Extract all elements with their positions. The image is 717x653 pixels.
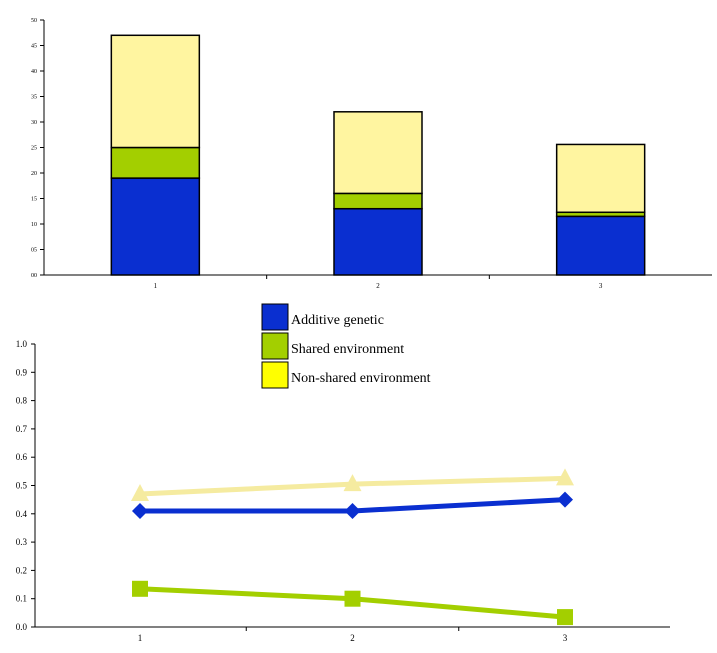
line-y-tick-label: 0.1: [16, 594, 27, 604]
legend-label-additive-genetic: Additive genetic: [291, 313, 384, 328]
bar-y-tick-label: 40: [31, 69, 37, 75]
marker-non-shared-environment-2: [343, 474, 362, 492]
bar-y-tick-label: 00: [31, 273, 37, 279]
legend: Additive genetic Shared environment Non-…: [261, 303, 431, 389]
line-y-tick-label: 0.5: [16, 481, 28, 491]
marker-shared-environment-1: [132, 580, 148, 597]
marker-non-shared-environment-1: [131, 483, 149, 501]
line-y-tick-label: 0.7: [16, 424, 28, 434]
line-y-tick-label: 0.0: [16, 622, 28, 632]
marker-additive-genetic-3: [557, 491, 573, 508]
line-x-tick-label: 1: [138, 633, 143, 643]
line-y-tick-label: 0.3: [16, 537, 28, 547]
line-y-tick-label: 0.9: [16, 367, 28, 377]
bar-y-tick-label: 35: [31, 95, 37, 101]
bar-segment-additive-genetic-3: [555, 215, 646, 276]
legend-swatch-shared-environment: [261, 332, 289, 360]
bar-y-tick-label: 05: [31, 248, 37, 254]
bar-y-tick-label: 20: [31, 171, 37, 177]
bar-y-tick-label: 30: [31, 120, 37, 126]
line-x-tick-label: 3: [563, 633, 568, 643]
bar-segment-additive-genetic-1: [110, 177, 201, 276]
marker-shared-environment-2: [344, 590, 361, 607]
marker-additive-genetic-2: [344, 502, 361, 519]
bar-segment-shared-environment-2: [333, 192, 423, 210]
bar-x-tick-label: 3: [599, 282, 603, 290]
bar-y-tick-label: 25: [31, 146, 37, 152]
bar-y-tick-label: 50: [31, 18, 37, 24]
line-y-tick-label: 0.8: [16, 396, 28, 406]
line-x-tick-label: 2: [350, 633, 355, 643]
marker-additive-genetic-1: [132, 502, 148, 519]
bar-y-tick-label: 10: [31, 222, 37, 228]
bar-y-tick-label: 15: [31, 197, 37, 203]
bar-segment-non-shared-environment-3: [555, 143, 646, 214]
bar-segment-shared-environment-1: [110, 146, 201, 179]
line-y-tick-label: 0.6: [16, 452, 28, 462]
bar-x-tick-label: 1: [154, 282, 158, 290]
legend-swatch-additive-genetic: [261, 303, 289, 331]
marker-shared-environment-3: [557, 609, 573, 626]
legend-label-non-shared-environment: Non-shared environment: [291, 371, 431, 386]
line-y-tick-label: 1.0: [16, 339, 28, 349]
bar-y-tick-label: 45: [31, 44, 37, 50]
line-y-tick-label: 0.4: [16, 509, 28, 519]
bar-x-tick-label: 2: [376, 282, 380, 290]
legend-label-shared-environment: Shared environment: [291, 342, 404, 357]
bar-segment-non-shared-environment-1: [110, 34, 201, 149]
bar-segment-additive-genetic-2: [333, 207, 423, 276]
line-chart: 0.0 0.1 0.2 0.3 0.4 0.5 0.6 0.7 0.8 0.9 1.0 1 2 3: [16, 339, 670, 643]
legend-swatch-non-shared-environment: [261, 361, 289, 389]
stacked-bar-chart: 00 05 10 15 20 25 30 35 40 45 50 1 2 3: [31, 18, 712, 290]
line-y-tick-label: 0.2: [16, 565, 27, 575]
bar-segment-non-shared-environment-2: [333, 111, 423, 195]
marker-non-shared-environment-3: [556, 468, 574, 486]
